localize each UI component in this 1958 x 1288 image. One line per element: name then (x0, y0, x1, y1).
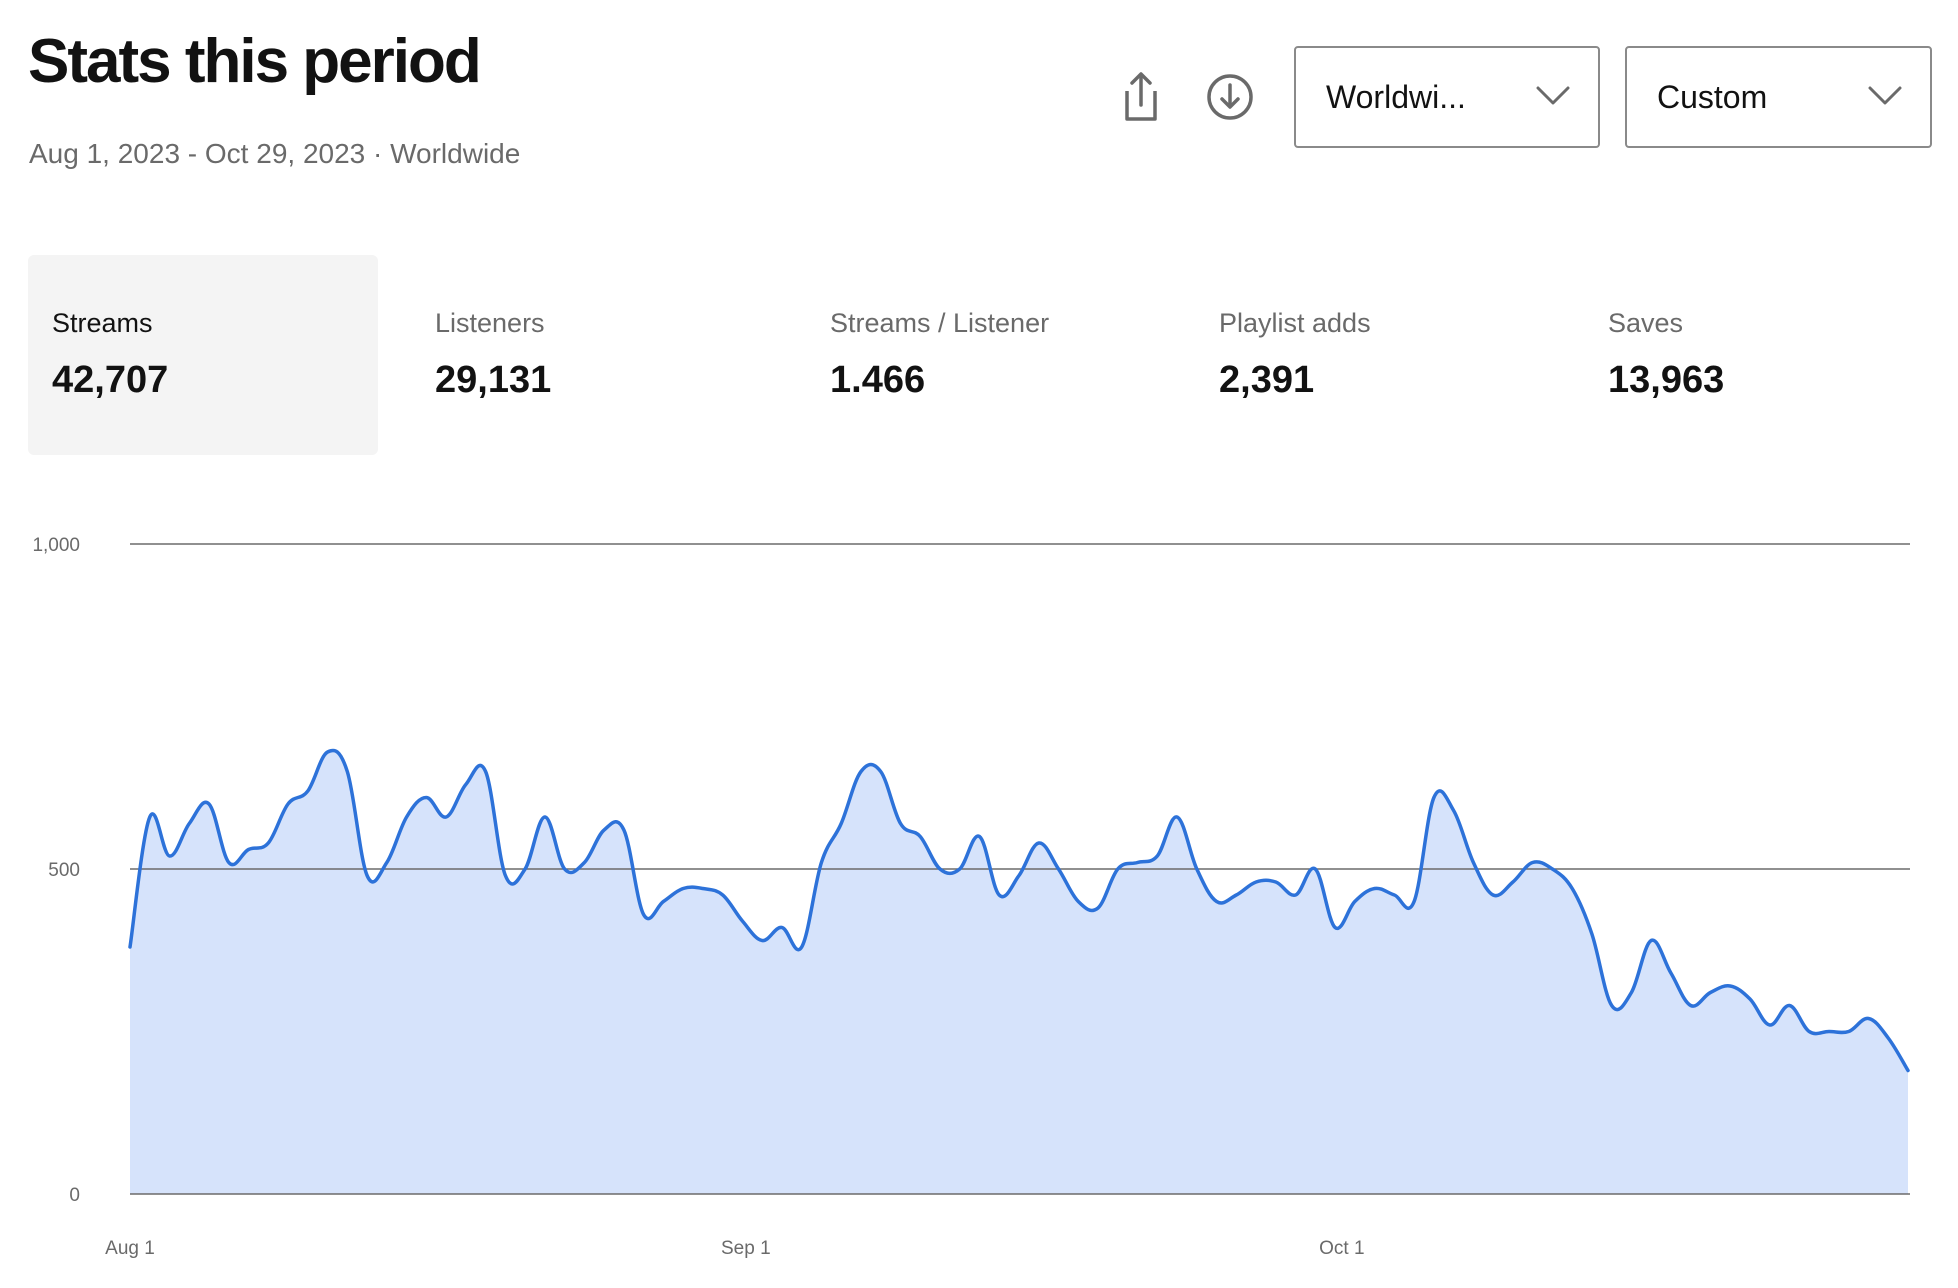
period-dropdown-value: Custom (1657, 79, 1768, 115)
metric-label: Streams (52, 308, 153, 338)
page-title: Stats this period (28, 27, 482, 96)
streams-area-fill (130, 750, 1908, 1194)
metric-value: 2,391 (1219, 359, 1315, 401)
metric-label: Saves (1608, 308, 1684, 338)
chevron-down-icon (1536, 86, 1570, 105)
metric-label: Playlist adds (1219, 308, 1371, 338)
metric-value: 42,707 (52, 359, 169, 401)
metric-card-saves[interactable]: Saves 13,963 (1583, 255, 1933, 455)
metric-value: 1.466 (830, 359, 926, 401)
metric-value: 13,963 (1608, 359, 1725, 401)
share-icon (1125, 72, 1157, 121)
x-axis-ticks: Aug 1 Sep 1 Oct 1 (105, 1238, 1364, 1259)
streams-line[interactable] (128, 748, 1910, 1073)
y-tick-label: 1,000 (32, 535, 80, 556)
metric-card-streams[interactable]: Streams 42,707 (28, 255, 378, 455)
metric-card-playlist-adds[interactable]: Playlist adds 2,391 (1194, 255, 1544, 455)
chevron-down-icon (1868, 86, 1902, 105)
period-dropdown[interactable]: Custom (1625, 46, 1932, 148)
download-button[interactable] (1201, 68, 1259, 126)
metric-card-streams-per-listener[interactable]: Streams / Listener 1.466 (805, 255, 1155, 455)
metric-value: 29,131 (435, 359, 552, 401)
date-range-subtitle: Aug 1, 2023 - Oct 29, 2023 · Worldwide (29, 138, 521, 169)
x-tick-label: Oct 1 (1319, 1238, 1364, 1259)
download-icon (1207, 74, 1253, 120)
x-tick-label: Aug 1 (105, 1238, 155, 1259)
region-dropdown-value: Worldwi... (1326, 79, 1466, 115)
y-tick-label: 500 (48, 860, 80, 881)
metric-label: Streams / Listener (830, 308, 1050, 338)
metric-card-listeners[interactable]: Listeners 29,131 (410, 255, 760, 455)
y-tick-label: 0 (69, 1185, 80, 1206)
y-axis-ticks: 0 500 1,000 (32, 535, 80, 1206)
region-dropdown[interactable]: Worldwi... (1294, 46, 1600, 148)
streams-chart: 0 500 1,000 Aug 1 Sep 1 Oct 1 (32, 535, 1910, 1259)
chart-gridlines (130, 543, 1910, 1195)
share-button[interactable] (1112, 68, 1170, 126)
metric-label: Listeners (435, 308, 545, 338)
x-tick-label: Sep 1 (721, 1238, 771, 1259)
